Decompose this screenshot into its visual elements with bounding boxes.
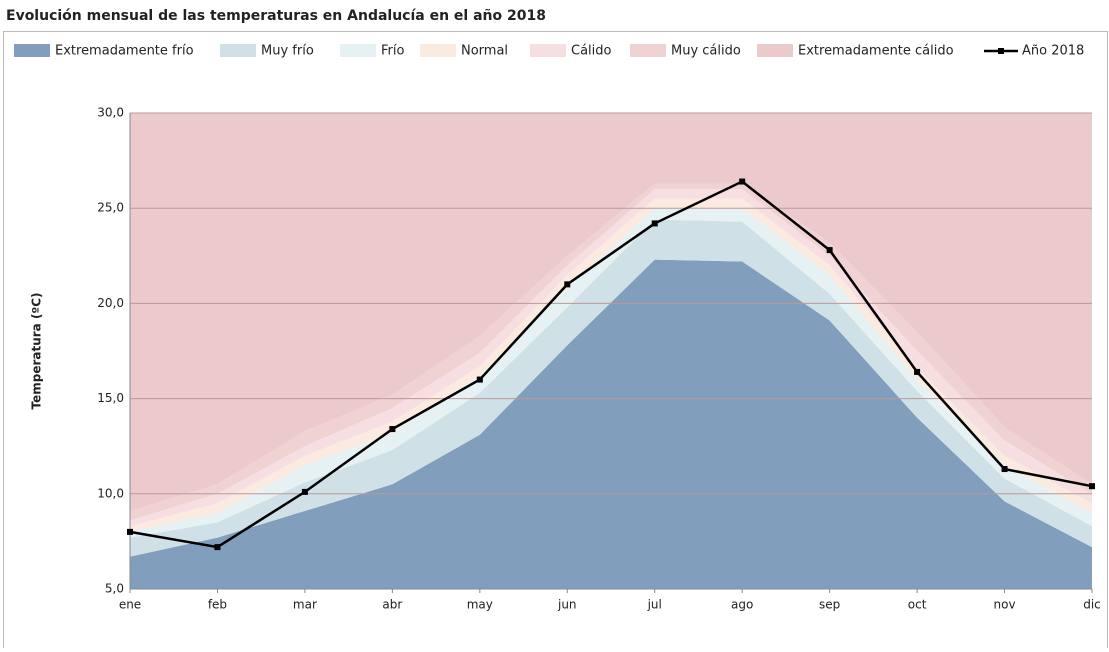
- x-tick-label: feb: [208, 598, 227, 612]
- legend-label: Año 2018: [1022, 44, 1084, 59]
- y-axis-label: Temperatura (ºC): [30, 293, 44, 410]
- line-marker: [389, 426, 396, 433]
- legend-swatch: [757, 44, 793, 57]
- line-marker: [301, 488, 308, 495]
- x-tick-label: dic: [1083, 598, 1101, 612]
- line-marker: [214, 544, 221, 551]
- y-tick-label: 30,0: [97, 106, 124, 120]
- area-band: [130, 219, 1092, 557]
- legend-label: Muy cálido: [671, 44, 741, 59]
- line-marker: [564, 281, 571, 288]
- legend-label: Cálido: [571, 44, 612, 59]
- y-tick-label: 20,0: [97, 296, 124, 310]
- x-tick-label: may: [467, 598, 493, 612]
- legend-label: Normal: [461, 44, 508, 59]
- line-marker: [651, 220, 658, 227]
- x-tick-label: nov: [994, 598, 1016, 612]
- legend-swatch: [420, 44, 456, 57]
- legend-label: Muy frío: [261, 44, 314, 59]
- legend-label: Extremadamente frío: [55, 44, 194, 59]
- y-tick-label: 15,0: [97, 391, 124, 405]
- line-marker: [826, 247, 833, 254]
- legend-swatch: [220, 44, 256, 57]
- area-band: [130, 183, 1092, 521]
- line-marker: [1001, 466, 1008, 473]
- line-marker: [127, 528, 133, 535]
- chart-title: Evolución mensual de las temperaturas en…: [6, 8, 546, 24]
- line-marker: [914, 368, 921, 375]
- x-tick-label: jun: [557, 598, 577, 612]
- y-tick-label: 10,0: [97, 486, 124, 500]
- y-tick-label: 5,0: [105, 582, 124, 596]
- x-tick-label: sep: [819, 598, 840, 612]
- legend-swatch: [340, 44, 376, 57]
- legend-label: Frío: [381, 44, 404, 59]
- area-band: [130, 189, 1092, 527]
- x-tick-label: ago: [731, 598, 753, 612]
- line-marker: [476, 376, 483, 383]
- legend-label: Extremadamente cálido: [798, 44, 954, 59]
- line-marker: [739, 178, 746, 185]
- line-marker: [1089, 483, 1095, 490]
- legend-marker: [998, 48, 1004, 54]
- frame: [3, 31, 1108, 652]
- area-band: [130, 113, 1092, 511]
- legend-swatch: [630, 44, 666, 57]
- x-tick-label: jul: [647, 598, 662, 612]
- area-band: [130, 208, 1092, 538]
- legend-swatch: [14, 44, 50, 57]
- legend-swatch: [530, 44, 566, 57]
- x-tick-label: ene: [119, 598, 141, 612]
- line-series: [129, 180, 1093, 549]
- x-tick-label: mar: [293, 598, 317, 612]
- area-band: [130, 259, 1092, 589]
- y-tick-label: 25,0: [97, 201, 124, 215]
- x-tick-label: oct: [908, 598, 927, 612]
- x-tick-label: abr: [382, 598, 402, 612]
